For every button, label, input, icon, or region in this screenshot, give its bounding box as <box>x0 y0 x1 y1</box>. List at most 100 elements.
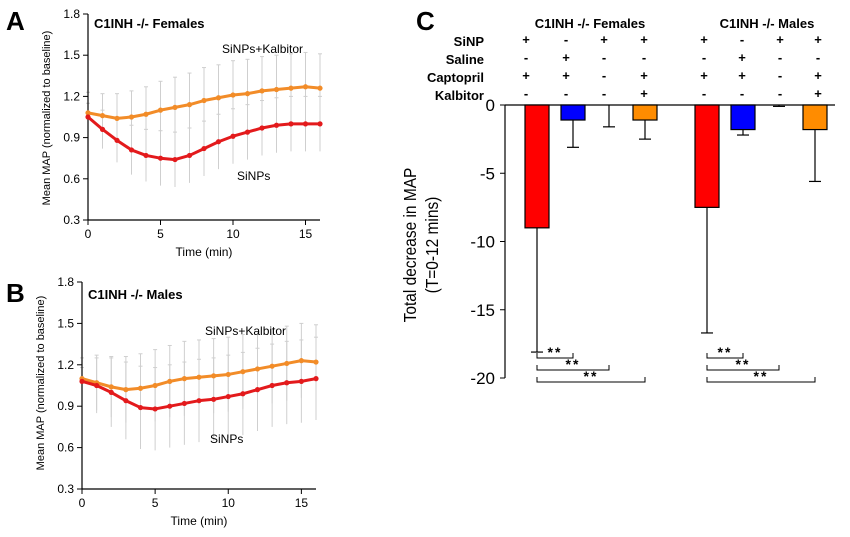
significance-label-1-1: ** <box>736 356 751 372</box>
treatment-sign-2-0-2: - <box>602 68 606 83</box>
data-point-b-1-11 <box>240 391 246 397</box>
data-point-a-0-6 <box>172 104 178 110</box>
data-point-b-1-5 <box>152 406 158 412</box>
bar-0-3 <box>632 104 658 121</box>
bar-1-3 <box>802 104 828 131</box>
chart-title-b: C1INH -/- Males <box>88 287 183 302</box>
bar-0-1 <box>560 104 586 121</box>
treatment-sign-1-0-3: - <box>642 50 646 65</box>
data-point-b-1-8 <box>196 398 202 404</box>
treatment-sign-0-0-0: + <box>522 32 530 47</box>
y-tick-label-a-2: 0.9 <box>63 131 80 145</box>
series-label-b-1: SiNPs <box>210 432 243 446</box>
significance-label-0-0: ** <box>548 344 563 360</box>
series-label-a-0: SiNPs+Kalbitor <box>222 42 303 56</box>
y-tick-label-a-5: 1.8 <box>63 7 80 21</box>
y-tick-label-a-0: 0.3 <box>63 213 80 227</box>
data-point-b-0-7 <box>181 376 187 382</box>
data-point-a-1-0 <box>85 114 91 120</box>
data-point-b-1-15 <box>298 378 304 384</box>
data-point-a-0-12 <box>259 88 265 94</box>
data-point-a-0-9 <box>215 95 222 101</box>
data-point-a-1-11 <box>244 129 251 135</box>
significance-label-1-0: ** <box>718 344 733 360</box>
x-tick-label-b-0: 0 <box>79 496 86 510</box>
data-point-b-1-1 <box>94 382 100 389</box>
data-point-a-1-3 <box>128 147 135 153</box>
y-tick-label-c-3: -15 <box>470 301 495 320</box>
treatment-sign-2-1-2: - <box>778 68 782 83</box>
treatment-sign-1-1-2: - <box>778 50 782 65</box>
x-tick-label-b-1: 5 <box>152 496 159 510</box>
treatment-sign-3-1-1: - <box>740 86 744 101</box>
y-tick-label-a-3: 1.2 <box>63 89 80 103</box>
treatment-label-3: Kalbitor <box>435 88 484 103</box>
treatment-sign-0-0-2: + <box>600 32 608 47</box>
data-point-b-0-12 <box>254 366 261 372</box>
data-point-a-1-7 <box>186 152 193 159</box>
data-point-b-0-14 <box>284 360 290 367</box>
treatment-sign-2-1-3: + <box>814 68 822 83</box>
treatment-sign-1-1-3: - <box>816 50 820 65</box>
y-tick-label-c-1: -5 <box>480 164 495 183</box>
data-point-a-1-1 <box>99 126 106 132</box>
treatment-sign-0-1-3: + <box>814 32 822 47</box>
data-point-b-0-6 <box>167 378 173 384</box>
data-point-a-0-2 <box>114 115 120 121</box>
panel-letter-c: C <box>416 6 435 36</box>
treatment-sign-3-1-3: + <box>814 86 822 101</box>
group-title-0: C1INH -/- Females <box>535 16 646 31</box>
data-point-a-0-11 <box>244 91 251 97</box>
data-point-b-1-14 <box>284 380 290 386</box>
data-point-a-1-13 <box>273 122 280 128</box>
treatment-sign-1-0-0: - <box>524 50 528 65</box>
y-axis-label-a: Mean MAP (normalized to baseline) <box>41 31 53 206</box>
data-point-a-0-15 <box>302 84 309 90</box>
data-point-b-0-10 <box>225 371 231 378</box>
significance-bracket-1-2 <box>706 377 816 383</box>
significance-bracket-0-1 <box>536 365 610 371</box>
data-point-b-0-9 <box>211 373 217 379</box>
significance-bracket-1-0 <box>706 353 744 359</box>
data-point-b-0-2 <box>108 384 114 390</box>
significance-label-1-2: ** <box>754 368 769 384</box>
y-tick-label-b-1: 0.6 <box>57 441 74 455</box>
treatment-sign-1-1-1: + <box>738 50 746 65</box>
treatment-sign-0-0-3: + <box>640 32 648 47</box>
data-point-a-1-9 <box>215 139 222 145</box>
data-point-b-0-13 <box>269 363 275 369</box>
y-tick-label-c-2: -10 <box>470 233 495 252</box>
data-point-a-1-10 <box>230 133 236 139</box>
data-point-a-1-5 <box>157 155 164 161</box>
treatment-label-1: Saline <box>446 52 484 67</box>
data-point-a-0-0 <box>85 110 91 116</box>
data-point-b-1-9 <box>211 396 217 402</box>
data-point-b-1-7 <box>181 400 187 407</box>
data-point-a-0-16 <box>317 85 323 91</box>
y-tick-label-b-5: 1.8 <box>57 275 74 289</box>
bar-0-0 <box>524 104 550 229</box>
data-point-a-0-1 <box>99 113 106 119</box>
x-tick-label-a-2: 10 <box>226 227 240 241</box>
treatment-sign-3-1-2: - <box>778 86 782 101</box>
x-tick-label-b-3: 15 <box>295 496 309 510</box>
y-tick-label-b-4: 1.5 <box>57 316 74 330</box>
treatment-sign-2-1-1: + <box>738 68 746 83</box>
y-tick-label-c-0: 0 <box>486 96 495 115</box>
panel-letter-a: A <box>6 6 25 36</box>
significance-bracket-1-1 <box>706 365 780 371</box>
treatment-sign-2-1-0: + <box>700 68 708 83</box>
data-point-a-0-5 <box>157 107 164 113</box>
data-point-b-0-15 <box>298 358 304 364</box>
panel-letter-b: B <box>6 278 25 308</box>
y-axis-label2-c: (T=0-12 mins) <box>422 197 442 294</box>
treatment-sign-3-1-0: - <box>702 86 706 101</box>
data-point-a-0-13 <box>273 86 280 93</box>
data-point-b-1-2 <box>108 389 114 395</box>
series-label-b-0: SiNPs+Kalbitor <box>205 324 286 338</box>
treatment-sign-3-0-1: - <box>564 86 568 101</box>
treatment-sign-0-1-1: - <box>740 32 744 47</box>
data-point-a-1-12 <box>259 125 265 131</box>
treatment-sign-3-0-0: - <box>524 86 528 101</box>
